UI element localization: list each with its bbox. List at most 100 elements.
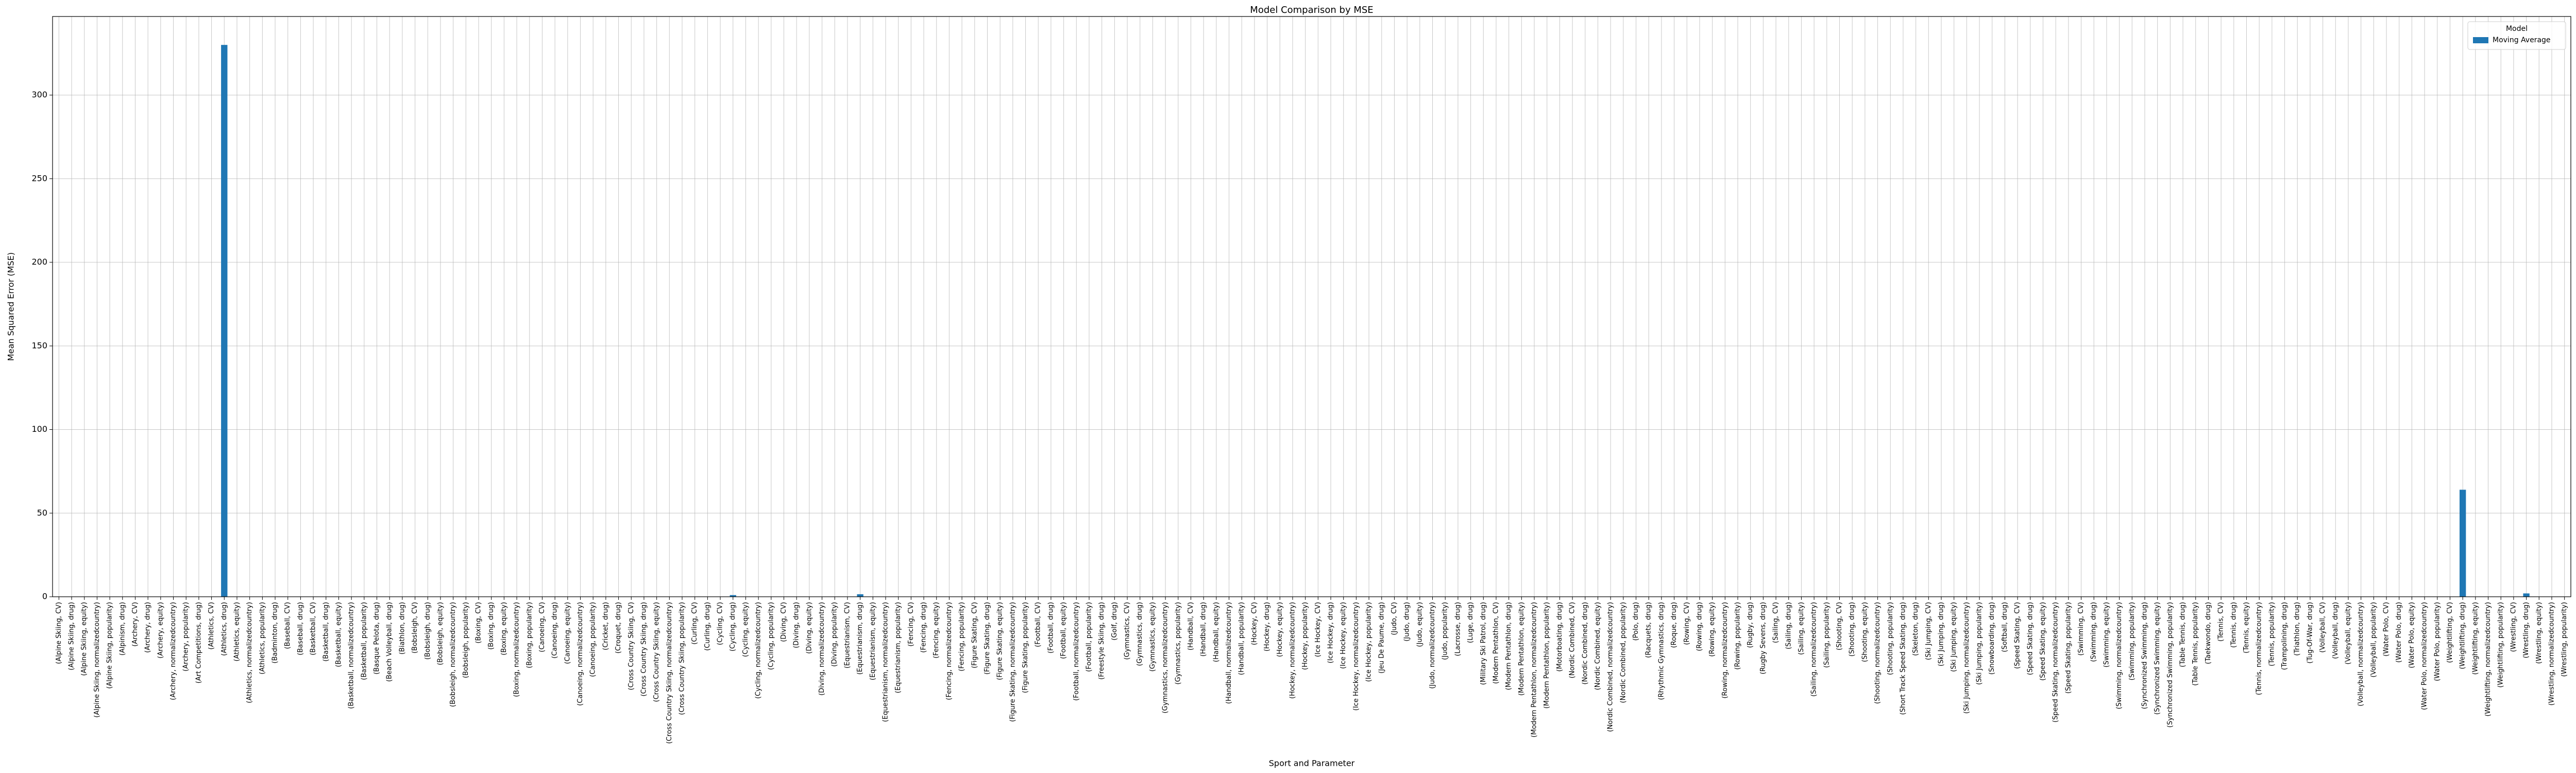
x-tick-label: (Weightlifting, CV) (2446, 602, 2454, 663)
x-tick-label: (Wrestling, popularity) (2561, 602, 2568, 677)
x-tick-label: (Cricket, drug) (602, 602, 609, 650)
y-tick-label: 250 (31, 173, 47, 183)
x-tick-label: (Weightlifting, equity) (2471, 602, 2479, 675)
bar (857, 594, 863, 597)
x-tick-label: (Art Competitions, drug) (195, 602, 202, 683)
x-tick-label: (Archery, normalizedcountry) (170, 602, 177, 700)
x-tick-label: (Judo, equity) (1416, 602, 1423, 647)
x-tick-label: (Judo, drug) (1403, 602, 1411, 642)
x-tick-label: (Modern Pentathlon, CV) (1492, 602, 1500, 684)
x-tick-label: (Ice Hockey, CV) (1314, 602, 1322, 657)
x-tick-label: (Football, normalizedcountry) (1073, 602, 1080, 701)
x-tick-label: (Swimming, drug) (2090, 602, 2098, 662)
x-tick-label: (Cross Country Skiing, CV) (628, 602, 635, 690)
x-tick-label: (Table Tennis, popularity) (2192, 602, 2199, 686)
x-tick-label: (Water Polo, normalizedcountry) (2421, 602, 2429, 710)
x-tick-label: (Bobsleigh, CV) (411, 602, 419, 653)
x-tick-label: (Figure Skating, CV) (971, 602, 978, 668)
x-tick-label: (Equestrianism, equity) (869, 602, 877, 680)
x-tick-label: (Ski Jumping, popularity) (1976, 602, 1984, 685)
x-tick-label: (Taekwondo, drug) (2205, 602, 2212, 664)
x-tick-label: (Swimming, popularity) (2128, 602, 2136, 680)
bar (730, 595, 736, 597)
x-tick-label: (Synchronized Swimming, equity) (2154, 602, 2161, 715)
x-tick-label: (Hockey, normalizedcountry) (1289, 602, 1296, 699)
y-tick-label: 200 (31, 257, 47, 267)
x-tick-label: (Rhythmic Gymnastics, drug) (1657, 602, 1665, 700)
x-tick-label: (Nordic Combined, popularity) (1619, 602, 1627, 703)
x-tick-label: (Football, popularity) (1085, 602, 1093, 672)
x-tick-label: (Speed Skating, CV) (2014, 602, 2022, 669)
x-tick-label: (Nordic Combined, drug) (1581, 602, 1589, 684)
x-tick-label: (Nordic Combined, equity) (1594, 602, 1602, 690)
x-tick-label: (Modern Pentathlon, popularity) (1543, 602, 1551, 709)
x-tick-label: (Basketball, normalizedcountry) (348, 602, 355, 709)
x-tick-label: (Archery, drug) (144, 602, 152, 653)
x-tick-label: (Canoeing, CV) (538, 602, 546, 652)
legend-title: Model (2506, 25, 2528, 33)
x-tick-label: (Bobsleigh, normalizedcountry) (449, 602, 457, 707)
x-tick-label: (Sailing, popularity) (1823, 602, 1831, 668)
bar (2459, 490, 2466, 597)
bar (2523, 593, 2530, 597)
x-tick-label: (Boxing, normalizedcountry) (513, 602, 521, 697)
x-tick-label: (Alpine Skiing, equity) (80, 602, 88, 676)
x-tick-label: (Handball, drug) (1200, 602, 1208, 657)
legend-box (2467, 21, 2566, 50)
x-tick-label: (Weightlifting, popularity) (2497, 602, 2505, 688)
x-tick-label: (Tennis, popularity) (2268, 602, 2276, 666)
x-tick-label: (Hockey, equity) (1276, 602, 1284, 657)
x-tick-label: (Cycling, CV) (717, 602, 724, 645)
x-tick-label: (Gymnastics, equity) (1149, 602, 1157, 671)
x-tick-label: (Shooting, popularity) (1887, 602, 1894, 675)
x-tick-label: (Croquet, drug) (615, 602, 622, 653)
x-tick-label: (Baseball, drug) (297, 602, 304, 656)
x-tick-label: (Gymnastics, normalizedcountry) (1162, 602, 1170, 713)
x-tick-label: (Bobsleigh, drug) (424, 602, 432, 660)
x-tick-label: (Gymnastics, CV) (1124, 602, 1131, 660)
x-tick-label: (Cycling, equity) (742, 602, 750, 657)
bar (221, 45, 228, 597)
x-tick-label: (Luge, drug) (1467, 602, 1475, 643)
x-tick-label: (Ski Jumping, drug) (1938, 602, 1945, 666)
x-tick-label: (Tennis, equity) (2243, 602, 2250, 653)
x-tick-label: (Shooting, equity) (1861, 602, 1869, 662)
y-tick-label: 50 (37, 508, 47, 517)
x-tick-label: (Alpine Skiing, CV) (55, 602, 63, 664)
x-tick-label: (Equestrianism, popularity) (894, 602, 902, 693)
y-axis-label: Mean Squared Error (MSE) (6, 253, 16, 361)
chart-title: Model Comparison by MSE (1250, 5, 1373, 15)
x-tick-label: (Ski Jumping, equity) (1950, 602, 1958, 672)
x-tick-label: (Cross Country Skiing, popularity) (679, 602, 686, 715)
x-tick-label: (Roque, drug) (1670, 602, 1678, 648)
x-tick-label: (Sailing, CV) (1772, 602, 1780, 643)
x-tick-label: (Shooting, normalizedcountry) (1874, 602, 1882, 704)
x-tick-label: (Athletics, equity) (233, 602, 241, 662)
x-tick-label: (Lacrosse, drug) (1454, 602, 1462, 656)
x-tick-label: (Figure Skating, popularity) (1022, 602, 1029, 693)
x-tick-label: (Rugby, drug) (1747, 602, 1754, 648)
x-tick-label: (Hockey, drug) (1263, 602, 1271, 651)
x-tick-label: (Cross Country Skiing, drug) (640, 602, 648, 697)
x-tick-label: (Boxing, equity) (500, 602, 508, 656)
x-tick-label: (Cycling, popularity) (767, 602, 775, 670)
x-tick-label: (Swimming, normalizedcountry) (2115, 602, 2123, 709)
x-tick-label: (Fencing, CV) (907, 602, 915, 647)
x-tick-label: (Water Polo, CV) (2383, 602, 2391, 657)
x-tick-label: (Judo, popularity) (1442, 602, 1449, 660)
x-tick-label: (Handball, normalizedcountry) (1225, 602, 1233, 704)
x-tick-label: (Speed Skating, drug) (2026, 602, 2034, 675)
x-tick-label: (Military Ski Patrol, drug) (1480, 602, 1487, 685)
x-tick-label: (Badminton, drug) (272, 602, 279, 663)
x-tick-label: (Cycling, drug) (729, 602, 737, 651)
x-tick-label: (Diving, equity) (805, 602, 813, 654)
x-tick-label: (Gymnastics, drug) (1136, 602, 1144, 666)
x-tick-label: (Wrestling, equity) (2535, 602, 2543, 664)
y-tick-label: 0 (42, 592, 47, 601)
x-tick-label: (Shooting, drug) (1849, 602, 1856, 657)
x-tick-label: (Archery, equity) (157, 602, 164, 659)
x-tick-label: (Cross Country Skiing, normalizedcountry… (666, 602, 673, 744)
x-tick-label: (Curling, drug) (704, 602, 711, 651)
x-tick-label: (Short Track Speed Skating, drug) (1899, 602, 1907, 715)
x-tick-label: (Shooting, CV) (1836, 602, 1843, 650)
